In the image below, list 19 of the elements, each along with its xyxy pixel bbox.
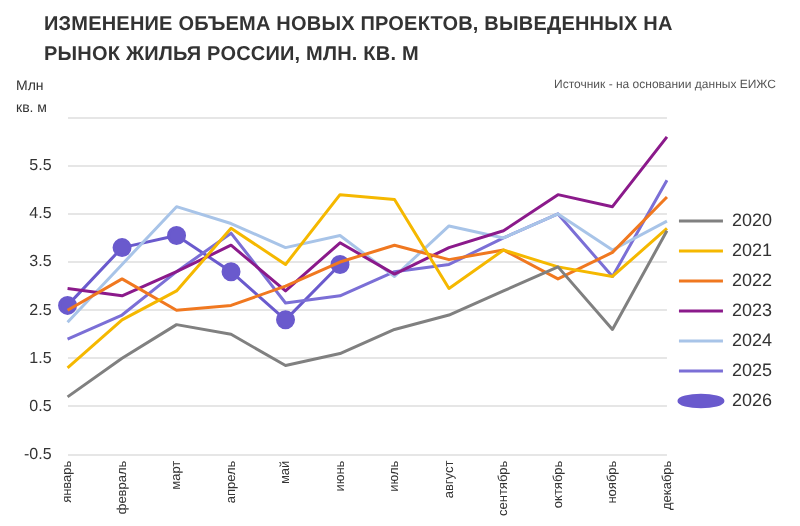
point bbox=[112, 238, 132, 258]
y-tick-label: 5.5 bbox=[29, 156, 53, 175]
legend-label: 2025 bbox=[731, 359, 773, 380]
y-tick-label: 0.5 bbox=[29, 396, 53, 415]
chart-title: ИЗМЕНЕНИЕ ОБЪЕМА НОВЫХ ПРОЕКТОВ, ВЫВЕДЕННЫХ НА РЫНОК ЖИЛЬЯ РОССИИ, МЛН. КВ. М bbox=[44, 12, 675, 70]
y-tick-label: -0.5 bbox=[23, 445, 53, 464]
point bbox=[276, 310, 296, 330]
point bbox=[167, 226, 187, 246]
legend-label: 2024 bbox=[731, 329, 773, 350]
legend-label: 2023 bbox=[731, 299, 773, 320]
y-tick-label: 2.5 bbox=[29, 300, 53, 319]
legend-label: 2020 bbox=[731, 209, 773, 230]
legend-label: 2022 bbox=[731, 269, 773, 290]
legend-label: 2021 bbox=[731, 239, 773, 260]
y-tick-label: 1.5 bbox=[29, 348, 53, 367]
legend-label: 2026 bbox=[731, 389, 773, 410]
point bbox=[221, 262, 241, 282]
y-tick-label: 4.5 bbox=[29, 204, 53, 223]
y-tick-label: 3.5 bbox=[29, 252, 53, 271]
